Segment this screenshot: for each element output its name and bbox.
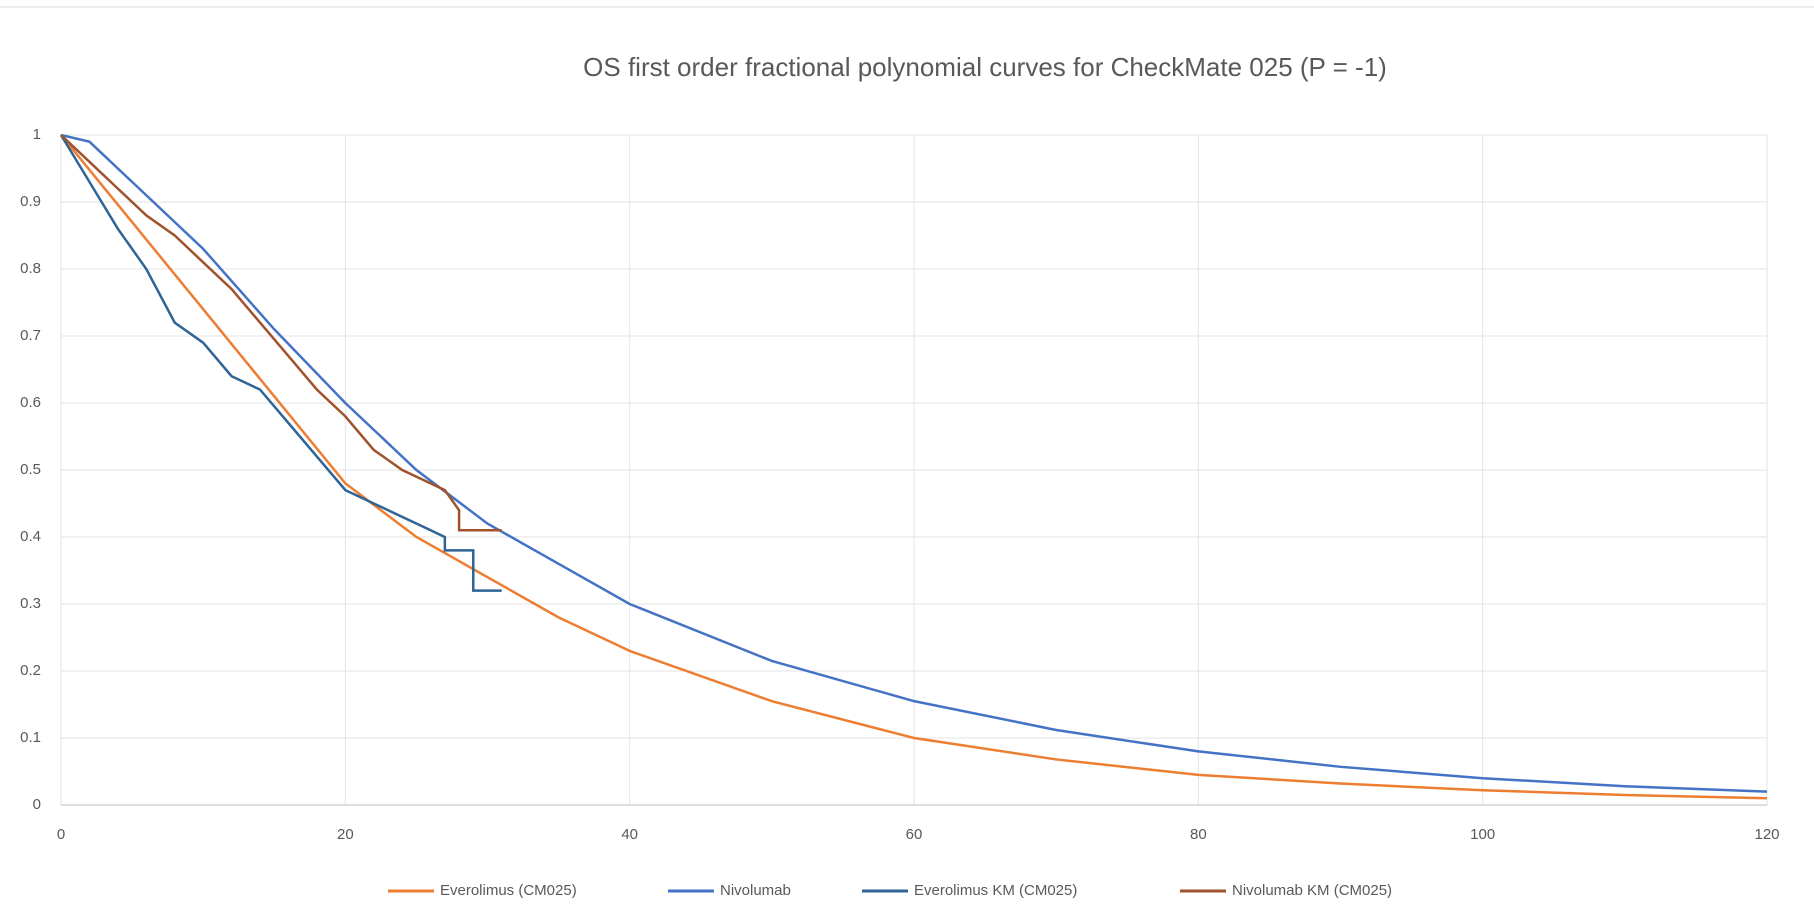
x-tick-label: 60 — [906, 826, 923, 843]
series-line — [60, 134, 502, 532]
y-tick-label: 0.7 — [20, 327, 41, 344]
series-line — [60, 134, 1768, 800]
y-tick-label: 1 — [33, 126, 41, 143]
legend-label: Nivolumab KM (CM025) — [1232, 882, 1392, 899]
y-tick-label: 0.3 — [20, 595, 41, 612]
y-tick-label: 0.9 — [20, 193, 41, 210]
x-tick-label: 40 — [621, 826, 638, 843]
x-tick-label: 120 — [1754, 826, 1779, 843]
x-tick-label: 80 — [1190, 826, 1207, 843]
legend-label: Everolimus (CM025) — [440, 882, 577, 899]
y-tick-label: 0.1 — [20, 729, 41, 746]
y-tick-label: 0.8 — [20, 260, 41, 277]
chart-title: OS first order fractional polynomial cur… — [583, 52, 1387, 82]
y-tick-label: 0.5 — [20, 461, 41, 478]
y-tick-label: 0 — [33, 796, 41, 813]
y-tick-label: 0.4 — [20, 528, 41, 545]
x-tick-label: 0 — [57, 826, 65, 843]
series-line — [59, 134, 502, 592]
x-tick-label: 100 — [1470, 826, 1495, 843]
series-line — [60, 133, 1768, 793]
legend-label: Everolimus KM (CM025) — [914, 882, 1077, 899]
x-tick-label: 20 — [337, 826, 354, 843]
legend-label: Nivolumab — [720, 882, 791, 899]
y-tick-label: 0.6 — [20, 394, 41, 411]
y-tick-label: 0.2 — [20, 662, 41, 679]
